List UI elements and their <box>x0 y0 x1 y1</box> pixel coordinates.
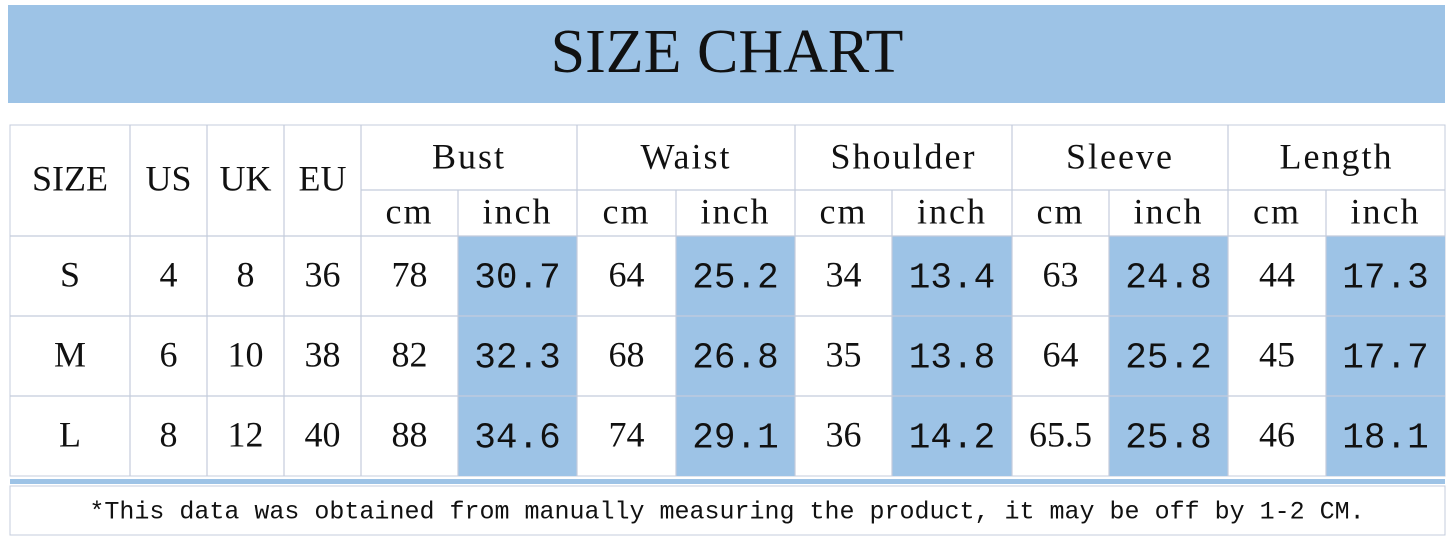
cell: 68 <box>609 334 645 374</box>
cell: 36 <box>826 414 862 454</box>
cell: 8 <box>237 254 255 294</box>
inch-cell-bg <box>458 236 577 316</box>
inch-cell-bg <box>458 396 577 476</box>
unit-header: inch <box>1134 191 1204 231</box>
column-header: Waist <box>640 136 731 176</box>
cell: 25.2 <box>1125 338 1211 379</box>
cell: 34 <box>826 254 862 294</box>
inch-cell-bg <box>892 396 1012 476</box>
cell: 14.2 <box>909 418 995 459</box>
cell: 10 <box>228 334 264 374</box>
unit-header: inch <box>483 191 553 231</box>
cell: 65.5 <box>1029 414 1092 454</box>
cell: 74 <box>609 414 645 454</box>
cell: 17.7 <box>1342 338 1428 379</box>
cell: 88 <box>392 414 428 454</box>
column-header: Bust <box>432 136 506 176</box>
unit-header: inch <box>701 191 771 231</box>
cell: 4 <box>160 254 178 294</box>
column-header: EU <box>299 158 347 198</box>
column-header: SIZE <box>32 158 108 198</box>
footnote-box <box>9 485 1446 536</box>
cell: 13.4 <box>909 258 995 299</box>
cell: 24.8 <box>1125 258 1211 299</box>
inch-cell-bg <box>1326 316 1445 396</box>
cell: 45 <box>1259 334 1295 374</box>
inch-cell-bg <box>676 236 795 316</box>
cell: 17.3 <box>1342 258 1428 299</box>
unit-header: cm <box>386 191 434 231</box>
inch-cell-bg <box>892 316 1012 396</box>
footnote: *This data was obtained from manually me… <box>89 498 1364 527</box>
cell: 18.1 <box>1342 418 1428 459</box>
column-header: US <box>145 158 191 198</box>
cell: 64 <box>1043 334 1079 374</box>
inch-cell-bg <box>458 316 577 396</box>
unit-header: inch <box>917 191 987 231</box>
cell: 32.3 <box>474 338 560 379</box>
cell: 64 <box>609 254 645 294</box>
inch-cell-bg <box>676 396 795 476</box>
cell: 78 <box>392 254 428 294</box>
title: SIZE CHART <box>551 18 904 86</box>
inch-cell-bg <box>1326 396 1445 476</box>
unit-header: cm <box>1253 191 1301 231</box>
cell: 36 <box>305 254 341 294</box>
cell: 44 <box>1259 254 1295 294</box>
unit-header: cm <box>1037 191 1085 231</box>
unit-header: inch <box>1351 191 1421 231</box>
cell: 25.2 <box>692 258 778 299</box>
inch-cell-bg <box>676 316 795 396</box>
cell: 40 <box>305 414 341 454</box>
cell: 30.7 <box>474 258 560 299</box>
cell: S <box>60 254 80 294</box>
unit-header: cm <box>820 191 868 231</box>
cell: 12 <box>228 414 264 454</box>
cell: 38 <box>305 334 341 374</box>
cell: L <box>59 414 81 454</box>
cell: 29.1 <box>692 418 778 459</box>
inch-cell-bg <box>1326 236 1445 316</box>
cell: 34.6 <box>474 418 560 459</box>
cell: 8 <box>160 414 178 454</box>
separator <box>10 479 1445 484</box>
cell: 82 <box>392 334 428 374</box>
cell: 25.8 <box>1125 418 1211 459</box>
cell: 6 <box>160 334 178 374</box>
column-header: Length <box>1280 136 1394 176</box>
column-header: Shoulder <box>831 136 977 176</box>
title-banner <box>8 5 1445 103</box>
unit-header: cm <box>603 191 651 231</box>
inch-cell-bg <box>892 236 1012 316</box>
inch-cell-bg <box>1109 236 1228 316</box>
cell: 63 <box>1043 254 1079 294</box>
column-header: Sleeve <box>1066 136 1174 176</box>
inch-cell-bg <box>1109 316 1228 396</box>
cell: 46 <box>1259 414 1295 454</box>
cell: 35 <box>826 334 862 374</box>
cell: 26.8 <box>692 338 778 379</box>
column-header: UK <box>220 158 272 198</box>
cell: 13.8 <box>909 338 995 379</box>
cell: M <box>54 334 86 374</box>
inch-cell-bg <box>1109 396 1228 476</box>
